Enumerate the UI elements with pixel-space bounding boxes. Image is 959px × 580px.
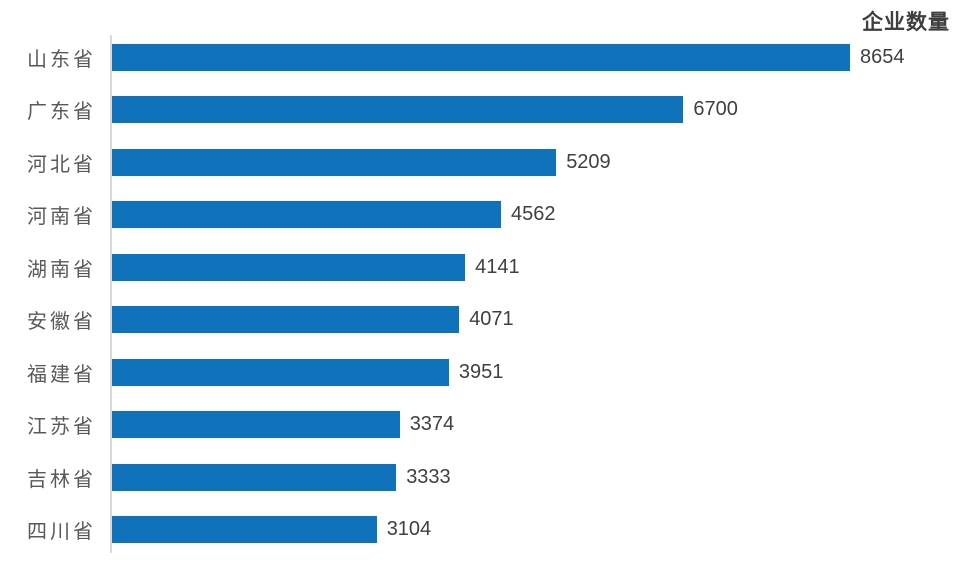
- value-label: 3374: [409, 413, 455, 436]
- plot-area: 山东省 8654 广东省 6700 河北省 5209 河南省 4562 湖南省 4141 安徽省 40…: [0, 31, 959, 556]
- category-label: 福建省: [27, 363, 96, 386]
- bar-row: 福建省 3951: [0, 346, 959, 399]
- y-axis-line: [110, 35, 112, 553]
- bar: [112, 201, 501, 229]
- bar-row: 山东省 8654: [0, 31, 959, 84]
- category-label: 四川省: [27, 521, 96, 544]
- bar-row: 河北省 5209: [0, 136, 959, 189]
- bar-row: 吉林省 3333: [0, 451, 959, 504]
- value-label: 5209: [566, 150, 611, 173]
- bar: [112, 516, 377, 544]
- bar-track: 6700: [112, 84, 959, 137]
- category-label: 吉林省: [27, 468, 96, 491]
- bar: [112, 253, 466, 281]
- value-label: 3104: [386, 518, 432, 541]
- category-label: 江苏省: [27, 416, 96, 439]
- bar: [112, 96, 684, 124]
- bar: [112, 463, 397, 491]
- bar-row: 江苏省 3374: [0, 399, 959, 452]
- bar-row: 四川省 3104: [0, 504, 959, 557]
- bar-track: 3333: [112, 451, 959, 504]
- bar-track: 5209: [112, 136, 959, 189]
- bar-row: 广东省 6700: [0, 84, 959, 137]
- value-label: 6700: [693, 98, 738, 121]
- bar-track: 4071: [112, 294, 959, 347]
- bar-track: 4562: [112, 189, 959, 242]
- category-label: 安徽省: [27, 311, 96, 334]
- value-label: 4141: [475, 255, 520, 278]
- category-label: 山东省: [27, 48, 96, 71]
- category-label: 湖南省: [27, 258, 96, 281]
- bar-row: 湖南省 4141: [0, 241, 959, 294]
- value-label: 4071: [469, 308, 514, 331]
- bar-track: 8654: [112, 31, 959, 84]
- category-label: 广东省: [27, 101, 96, 124]
- value-label: 4562: [511, 203, 556, 226]
- bar-track: 3104: [112, 504, 959, 557]
- bar-row: 河南省 4562: [0, 189, 959, 242]
- bar-row: 安徽省 4071: [0, 294, 959, 347]
- bar-track: 4141: [112, 241, 959, 294]
- bar: [112, 148, 557, 176]
- value-label: 8654: [860, 45, 905, 68]
- category-label: 河北省: [27, 153, 96, 176]
- value-label: 3951: [458, 360, 504, 383]
- bar: [112, 411, 400, 439]
- category-label: 河南省: [27, 206, 96, 229]
- bar: [112, 306, 460, 334]
- value-label: 3333: [406, 465, 451, 488]
- bar-track: 3951: [112, 346, 959, 399]
- bar: [112, 43, 850, 71]
- bar: [112, 358, 449, 386]
- bar-track: 3374: [112, 399, 959, 452]
- chart-title: 企业数量: [862, 11, 950, 34]
